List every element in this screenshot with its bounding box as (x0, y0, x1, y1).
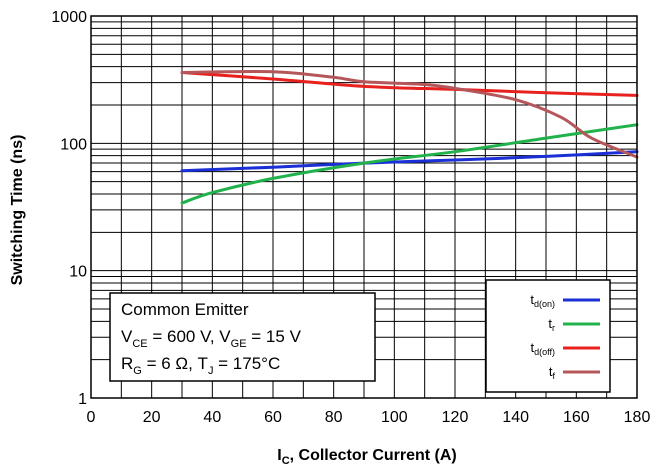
y-tick-label: 1 (78, 391, 87, 408)
x-tick-label: 120 (442, 409, 469, 426)
series-line-doff (180, 71, 639, 97)
x-tick-label: 160 (563, 409, 590, 426)
x-tick-label: 20 (143, 409, 161, 426)
x-tick-label: 80 (325, 409, 343, 426)
plot-frame (90, 15, 638, 399)
x-axis-title-main: I (277, 447, 281, 464)
test-conditions-line-3: RG = 6 Ω, TJ = 175°C (121, 354, 280, 377)
legend-label: td(on) (530, 292, 555, 309)
legend-label: tf (549, 364, 556, 381)
legend-label: td(off) (531, 340, 555, 357)
x-axis-title-sub: C (282, 455, 290, 467)
test-conditions-box: Common Emitter VCE = 600 V, VGE = 15 V R… (109, 292, 376, 382)
series-line-don (180, 150, 639, 173)
y-tick-label: 100 (60, 136, 87, 153)
series-line-r (180, 123, 639, 205)
y-tick-labels: 1 10 100 1000 (51, 9, 87, 408)
y-tick-label: 1000 (51, 9, 87, 26)
series-line-f (180, 69, 639, 159)
x-tick-label: 60 (264, 409, 282, 426)
x-tick-label: 100 (381, 409, 408, 426)
y-tick-label: 10 (69, 264, 87, 281)
legend: td(on) tr td(off) tf (485, 279, 611, 393)
test-conditions-line-1: Common Emitter (121, 300, 249, 319)
x-axis-title: IC, Collector Current (A) (277, 447, 457, 467)
x-tick-label: 180 (624, 409, 651, 426)
x-tick-labels: 0 20 40 60 80 100 120 140 160 180 (87, 409, 651, 426)
x-axis-title-rest: , Collector Current (A) (290, 447, 457, 464)
legend-label: tr (548, 316, 555, 333)
test-conditions-frame (109, 292, 376, 382)
x-tick-label: 0 (87, 409, 96, 426)
x-tick-label: 40 (203, 409, 221, 426)
y-axis-title: Switching Time (ns) (9, 135, 26, 286)
series-lines (180, 69, 639, 205)
x-tick-label: 140 (502, 409, 529, 426)
test-conditions-line-2: VCE = 600 V, VGE = 15 V (121, 327, 302, 350)
